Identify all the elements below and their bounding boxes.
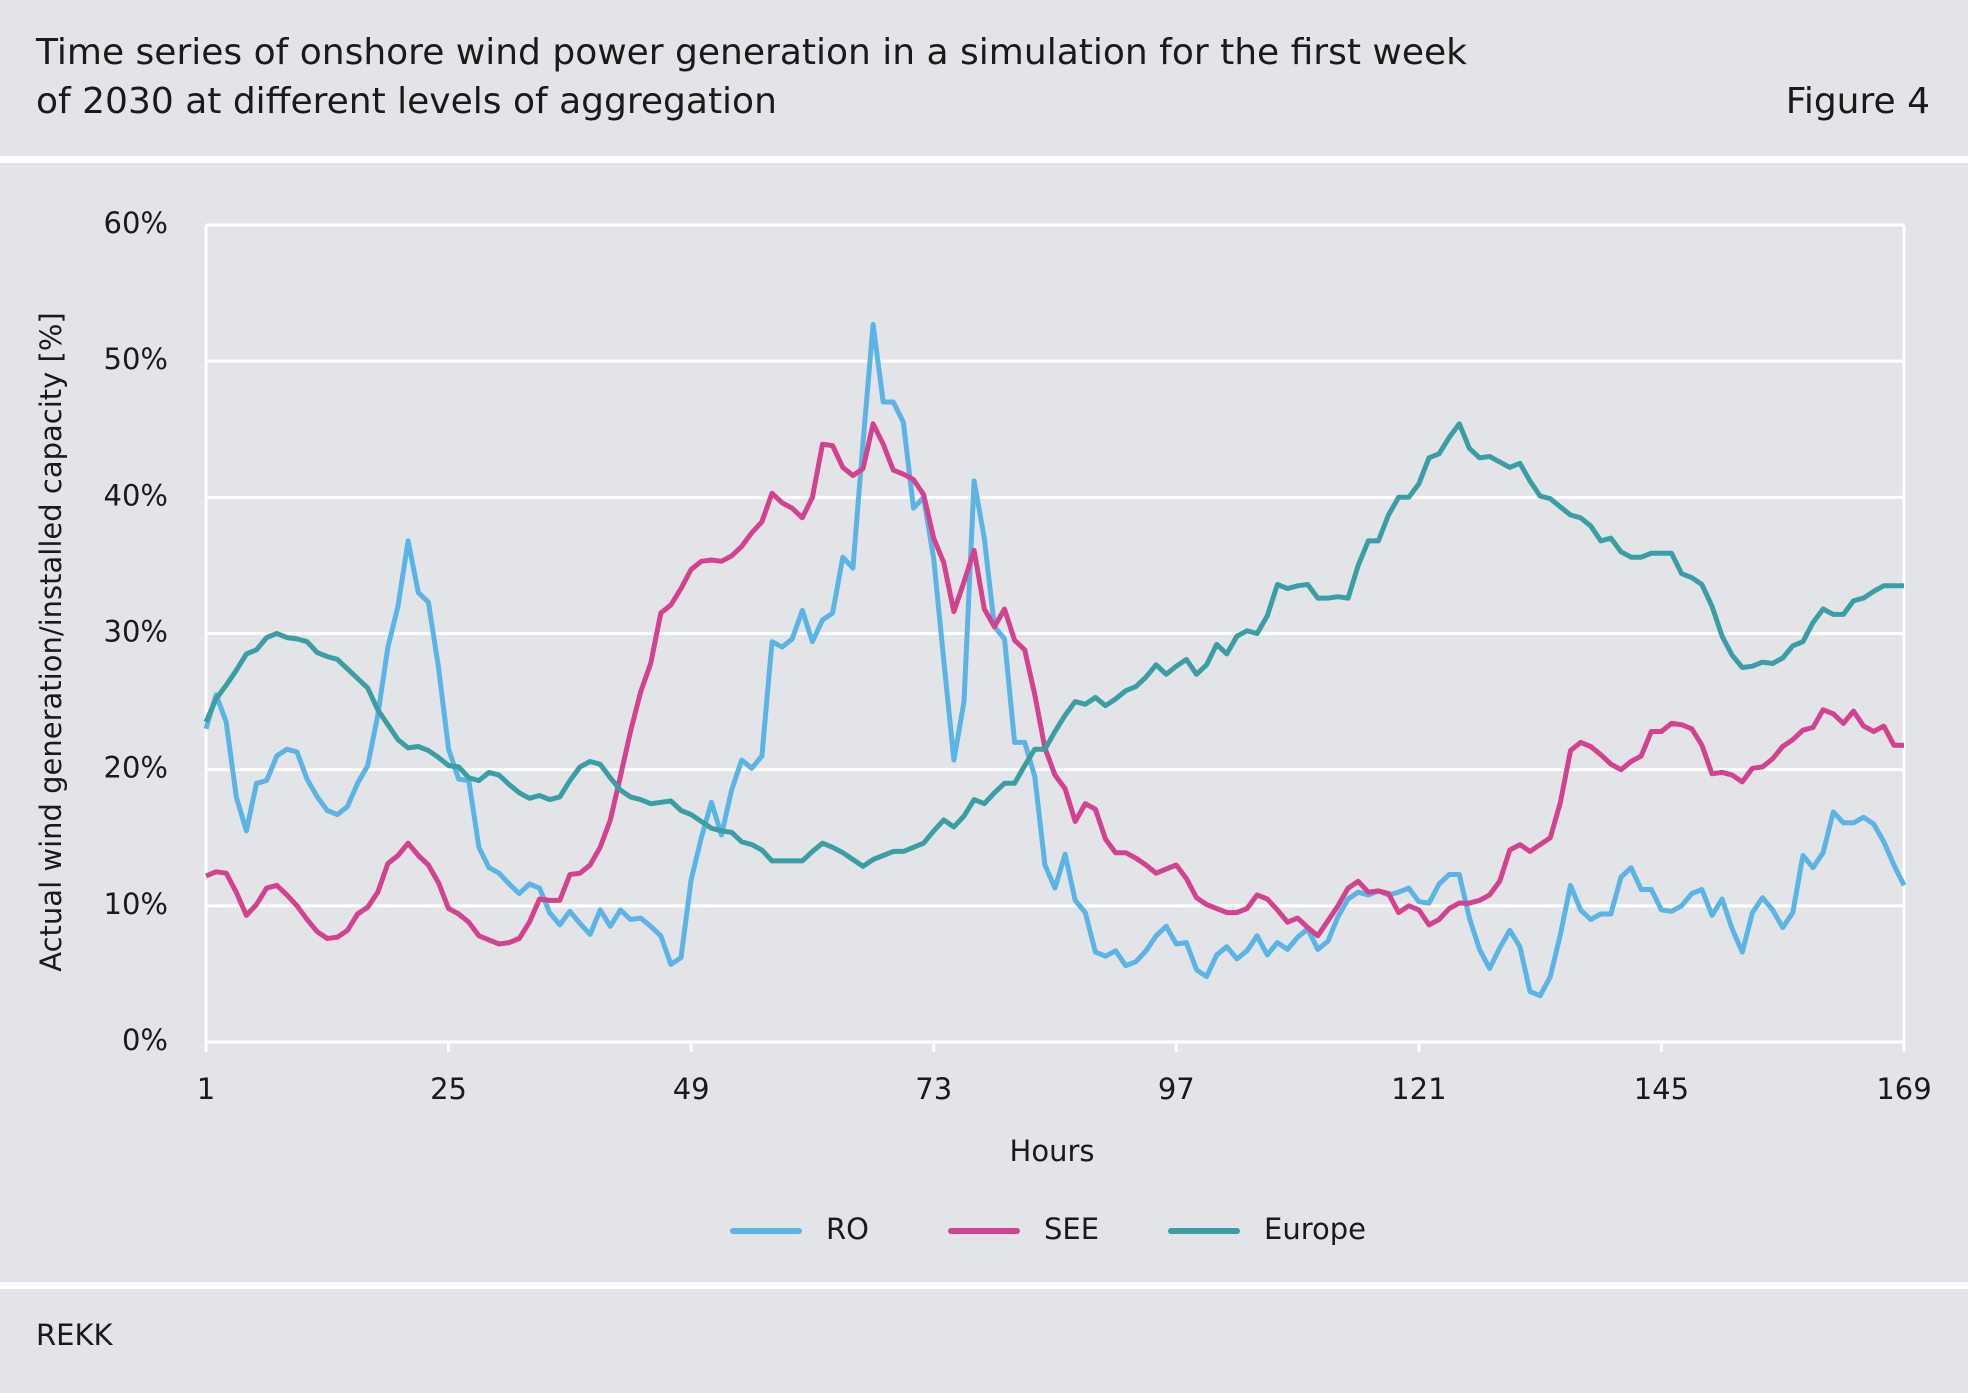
x-tick-label: 121: [1391, 1072, 1446, 1106]
x-tick-label: 1: [197, 1072, 215, 1106]
line-series: [203, 421, 1904, 869]
x-tick-label: 49: [673, 1072, 710, 1106]
y-axis-label: Actual wind generation/installed capacit…: [34, 312, 68, 971]
x-tick-label: 97: [1158, 1072, 1195, 1106]
legend-label: RO: [826, 1212, 869, 1246]
x-axis-label: Hours: [1010, 1134, 1095, 1168]
chart-title: Time series of onshore wind power genera…: [35, 32, 1467, 73]
y-tick-label: 40%: [104, 478, 168, 512]
separator: [0, 1282, 1968, 1289]
y-tick-label: 30%: [104, 615, 168, 649]
y-tick-label: 50%: [104, 342, 168, 376]
y-tick-label: 0%: [122, 1023, 168, 1057]
y-tick-label: 20%: [104, 751, 168, 785]
line-series: [203, 321, 1907, 999]
legend-label: SEE: [1044, 1212, 1099, 1246]
legend-label: Europe: [1264, 1212, 1366, 1246]
x-tick-label: 73: [915, 1072, 952, 1106]
x-tick-label: 169: [1876, 1072, 1931, 1106]
chart-title: of 2030 at different levels of aggregati…: [36, 81, 777, 122]
separator: [0, 156, 1968, 163]
x-tick-label: 145: [1634, 1072, 1689, 1106]
line-series: [205, 421, 1904, 947]
x-tick-label: 25: [430, 1072, 467, 1106]
source: REKK: [36, 1318, 113, 1352]
y-tick-label: 60%: [104, 206, 168, 240]
figure-label: Figure 4: [1786, 81, 1930, 122]
y-tick-label: 10%: [104, 887, 168, 921]
